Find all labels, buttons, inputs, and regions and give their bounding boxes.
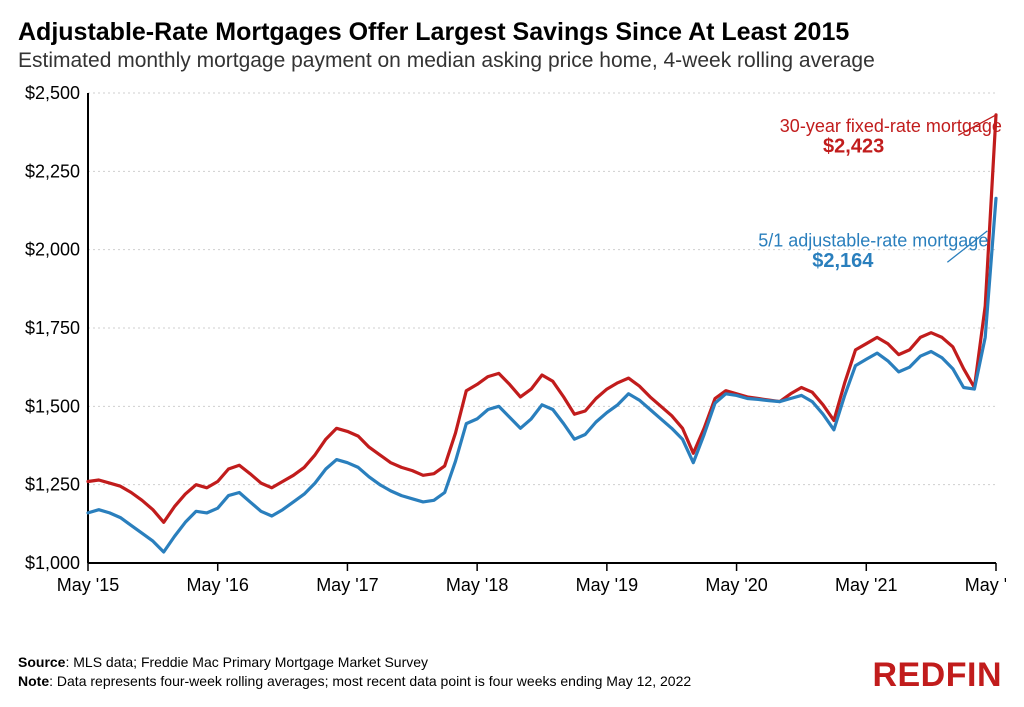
x-tick-label: May '18 [446, 575, 508, 595]
chart-area: $1,000 $1,250 $1,500 $1,750 $2,000 $2,250 $2,5… [18, 83, 1006, 628]
y-tick-label: $2,250 [25, 161, 80, 181]
series-annotation-value: $2,164 [812, 250, 874, 272]
redfin-logo: REDFIN [872, 656, 1002, 695]
note-text: : Data represents four-week rolling aver… [49, 673, 691, 689]
source-text: : MLS data; Freddie Mac Primary Mortgage… [65, 654, 428, 670]
series-annotation-label: 5/1 adjustable-rate mortgage [758, 231, 988, 251]
x-tick-label: May '19 [576, 575, 638, 595]
chart-footer: Source: MLS data; Freddie Mac Primary Mo… [18, 653, 1006, 691]
series-annotation-value: $2,423 [823, 136, 884, 158]
y-tick-label: $1,500 [25, 396, 80, 416]
line-chart-svg: $1,000 $1,250 $1,500 $1,750 $2,000 $2,250 $2,5… [18, 83, 1006, 623]
chart-title: Adjustable-Rate Mortgages Offer Largest … [18, 18, 1006, 47]
x-tick-label: May '20 [705, 575, 767, 595]
chart-subtitle: Estimated monthly mortgage payment on me… [18, 49, 1006, 73]
x-tick-label: May '15 [57, 575, 119, 595]
note-line: Note: Data represents four-week rolling … [18, 672, 1006, 691]
series-annotation-label: 30-year fixed-rate mortgage [780, 116, 1002, 136]
y-tick-label: $1,750 [25, 318, 80, 338]
x-tick-label: May '22 [965, 575, 1006, 595]
y-tick-label: $2,500 [25, 83, 80, 103]
y-tick-label: $2,000 [25, 240, 80, 260]
note-label: Note [18, 673, 49, 689]
x-tick-label: May '21 [835, 575, 897, 595]
x-tick-label: May '17 [316, 575, 378, 595]
series-line [88, 115, 996, 522]
y-tick-label: $1,000 [25, 553, 80, 573]
chart-container: Adjustable-Rate Mortgages Offer Largest … [0, 0, 1024, 707]
source-line: Source: MLS data; Freddie Mac Primary Mo… [18, 653, 1006, 672]
y-tick-label: $1,250 [25, 475, 80, 495]
x-tick-label: May '16 [186, 575, 248, 595]
source-label: Source [18, 654, 65, 670]
